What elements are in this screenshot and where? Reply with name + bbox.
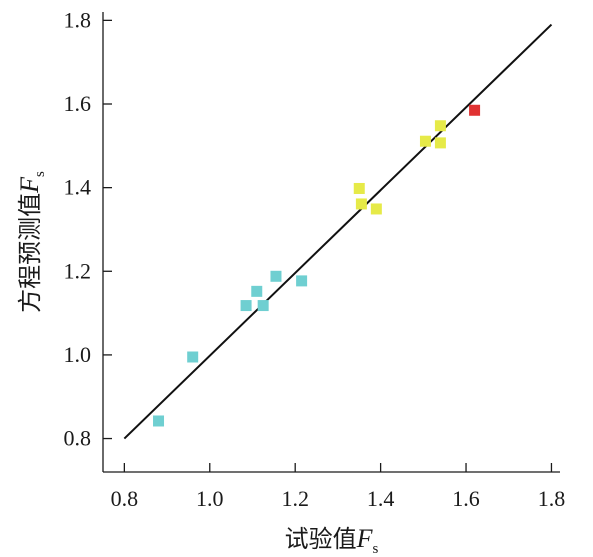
data-point xyxy=(296,275,308,287)
x-axis-title-variable: F xyxy=(356,524,374,553)
y-axis-title: 方程预测值Fs xyxy=(15,171,48,313)
data-point xyxy=(270,270,282,282)
data-point xyxy=(355,198,367,210)
x-tick-label: 1.4 xyxy=(367,486,395,511)
x-tick-label: 1.6 xyxy=(452,486,480,511)
x-tick-label: 0.8 xyxy=(111,486,139,511)
x-tick-label: 1.2 xyxy=(281,486,309,511)
data-points xyxy=(153,104,481,427)
data-point xyxy=(251,285,263,297)
data-point xyxy=(370,203,382,215)
data-point xyxy=(240,300,252,312)
x-axis-title-text: 试验值 xyxy=(285,525,357,553)
data-point xyxy=(353,182,365,194)
y-tick-label: 1.4 xyxy=(64,175,92,200)
data-point xyxy=(419,135,431,147)
reference-line xyxy=(123,23,553,440)
y-axis-ticks: 0.8 1.0 1.2 1.4 1.6 1.8 xyxy=(64,7,112,451)
y-tick-label: 1.2 xyxy=(64,258,92,283)
axes xyxy=(102,12,560,473)
y-tick-label: 1.8 xyxy=(64,7,92,32)
data-point xyxy=(153,415,165,427)
y-tick-label: 0.8 xyxy=(64,426,92,451)
data-point xyxy=(187,351,199,363)
x-tick-label: 1.8 xyxy=(538,486,566,511)
x-axis-title-subscript: s xyxy=(373,541,379,557)
x-tick-label: 1.0 xyxy=(196,486,224,511)
data-point xyxy=(434,120,446,132)
x-axis-ticks: 0.8 1.0 1.2 1.4 1.6 1.8 xyxy=(111,463,566,511)
y-axis-title-subscript: s xyxy=(32,171,48,177)
reference-line-group xyxy=(123,23,553,440)
y-tick-label: 1.6 xyxy=(64,91,92,116)
y-axis-title-variable: F xyxy=(15,176,44,194)
data-point xyxy=(257,300,269,312)
y-tick-label: 1.0 xyxy=(64,342,92,367)
data-point xyxy=(434,137,446,149)
data-point xyxy=(469,104,481,116)
x-axis-title: 试验值Fs xyxy=(285,524,379,557)
y-axis-title-text: 方程预测值 xyxy=(16,193,44,313)
